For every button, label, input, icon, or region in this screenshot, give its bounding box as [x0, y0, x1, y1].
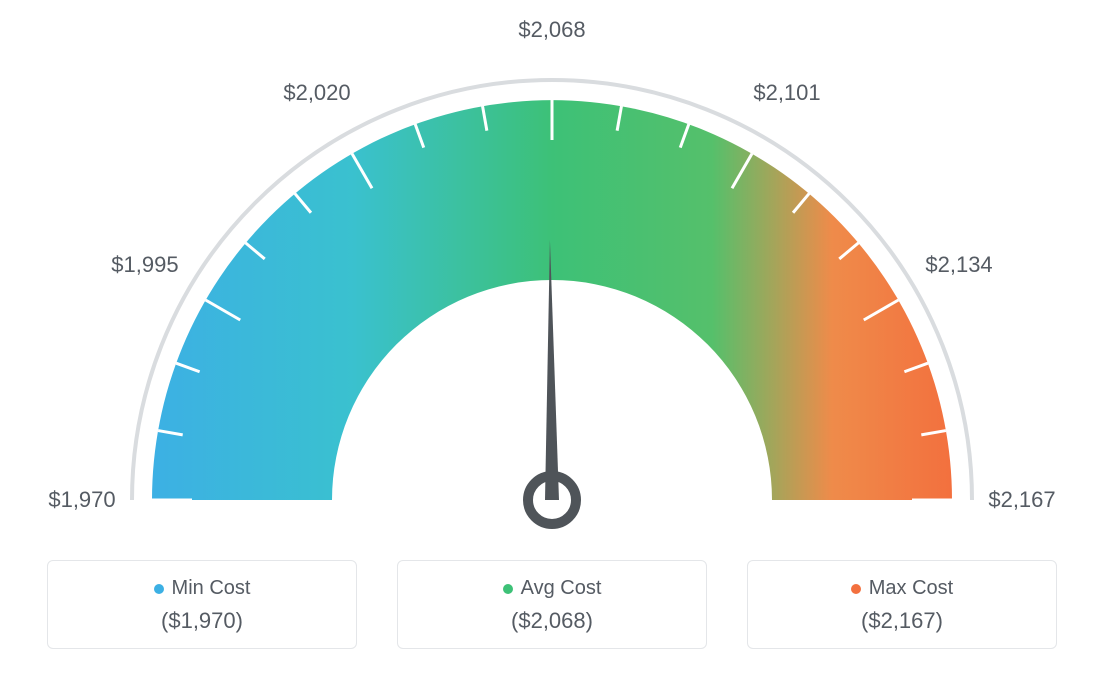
legend-dot-min [154, 584, 164, 594]
legend-label-max: Max Cost [869, 577, 953, 600]
gauge-tick-label: $2,020 [283, 80, 350, 106]
gauge-tick-label: $1,995 [111, 252, 178, 278]
legend-dot-avg [503, 584, 513, 594]
legend-title-max: Max Cost [851, 577, 953, 600]
legend-row: Min Cost ($1,970) Avg Cost ($2,068) Max … [0, 560, 1104, 649]
gauge-tick-label: $1,970 [48, 487, 115, 513]
gauge-svg [0, 0, 1104, 560]
legend-title-min: Min Cost [154, 577, 251, 600]
legend-label-min: Min Cost [172, 577, 251, 600]
legend-title-avg: Avg Cost [503, 577, 602, 600]
gauge-tick-label: $2,134 [925, 252, 992, 278]
gauge-tick-label: $2,101 [753, 80, 820, 106]
gauge-tick-label: $2,167 [988, 487, 1055, 513]
legend-value-max: ($2,167) [748, 608, 1056, 634]
gauge-chart: $1,970 $1,995 $2,020 $2,068 $2,101 $2,134 $2,1… [0, 0, 1104, 560]
gauge-tick-label: $2,068 [518, 17, 585, 43]
legend-card-avg: Avg Cost ($2,068) [397, 560, 707, 649]
legend-dot-max [851, 584, 861, 594]
legend-card-min: Min Cost ($1,970) [47, 560, 357, 649]
legend-value-avg: ($2,068) [398, 608, 706, 634]
legend-card-max: Max Cost ($2,167) [747, 560, 1057, 649]
legend-value-min: ($1,970) [48, 608, 356, 634]
legend-label-avg: Avg Cost [521, 577, 602, 600]
